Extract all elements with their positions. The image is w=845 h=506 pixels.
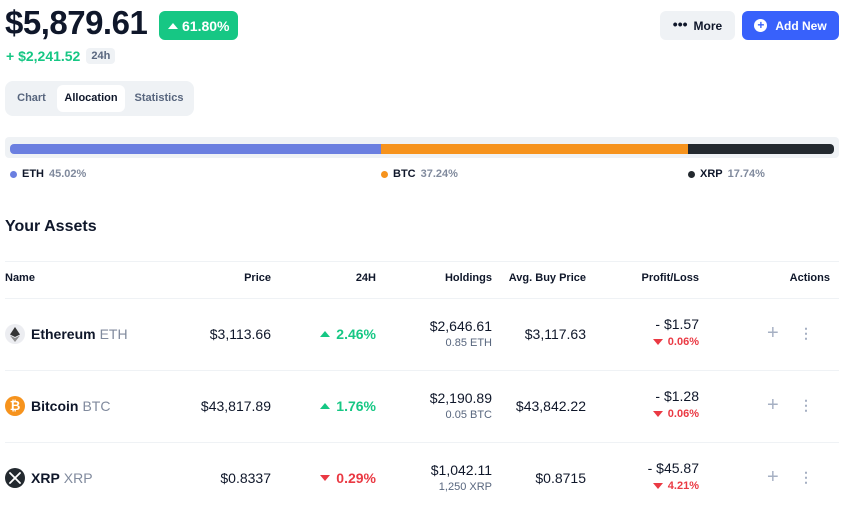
asset-name-cell: XRP XRP	[31, 470, 93, 488]
more-button-label: More	[693, 18, 723, 33]
add-transaction-icon[interactable]: +	[767, 322, 779, 344]
column-header-24h[interactable]: 24H	[355, 272, 376, 284]
tab-chart[interactable]: Chart	[17, 92, 46, 104]
portfolio-change-pct: 61.80%	[182, 17, 230, 34]
asset-symbol: BTC	[82, 398, 111, 414]
plus-circle-icon: +	[754, 19, 768, 32]
change-value: 0.29%	[336, 470, 376, 486]
arrow-down-icon	[652, 411, 663, 417]
row-divider	[5, 442, 839, 443]
profit-loss-pct-value: 0.06%	[667, 336, 699, 348]
view-tabs: Chart Allocation Statistics	[5, 81, 194, 116]
arrow-down-icon	[652, 483, 663, 489]
asset-name: XRP	[31, 470, 60, 486]
table-row[interactable]: ₿ Bitcoin BTC $43,817.89 1.76% $2,190.89 …	[0, 371, 845, 442]
holdings-value: $1,042.11	[430, 462, 492, 478]
more-dots-icon: •••	[672, 15, 688, 32]
tab-statistics[interactable]: Statistics	[134, 92, 184, 104]
legend-symbol: XRP	[700, 168, 723, 180]
portfolio-total-value: $5,879.61	[5, 4, 148, 41]
arrow-down-icon	[652, 339, 663, 345]
more-options-icon[interactable]: ⋮	[799, 397, 813, 413]
profit-loss-value: - $1.28	[655, 388, 699, 404]
legend-pct: 45.02%	[49, 168, 87, 180]
allocation-segment-xrp	[687, 144, 834, 154]
allocation-legend-eth: ETH 45.02%	[10, 168, 86, 180]
portfolio-change-badge: 61.80%	[159, 11, 239, 40]
add-new-button-label: Add New	[775, 18, 827, 33]
column-header-avg-buy-price[interactable]: Avg. Buy Price	[508, 272, 586, 284]
row-divider	[5, 370, 839, 371]
holdings-quantity: 0.05 BTC	[445, 409, 492, 421]
allocation-segment-btc	[380, 144, 688, 154]
legend-dot-icon	[688, 170, 695, 178]
allocation-bar	[5, 137, 839, 158]
avg-buy-price-cell: $0.8715	[535, 470, 586, 486]
legend-pct: 17.74%	[727, 168, 765, 180]
avg-buy-price-cell: $43,842.22	[515, 398, 586, 414]
bitcoin-icon: ₿	[5, 396, 25, 416]
profit-loss-value: - $1.57	[655, 316, 699, 332]
more-button[interactable]: ••• More	[660, 11, 735, 40]
asset-symbol: ETH	[99, 326, 128, 342]
arrow-up-icon	[168, 22, 178, 29]
xrp-icon	[5, 468, 25, 488]
asset-name: Bitcoin	[31, 398, 79, 414]
portfolio-gain-value: + $2,241.52	[6, 48, 81, 64]
table-row[interactable]: XRP XRP $0.8337 0.29% $1,042.11 1,250 XRP…	[0, 443, 845, 506]
change-cell: 2.46%	[296, 326, 376, 342]
price-cell: $43,817.89	[200, 398, 271, 414]
legend-symbol: BTC	[393, 168, 416, 180]
legend-symbol: ETH	[22, 168, 44, 180]
arrow-down-icon	[320, 475, 331, 481]
assets-section-title: Your Assets	[5, 218, 97, 235]
profit-loss-pct: 0.06%	[599, 408, 699, 420]
profit-loss-pct: 0.06%	[599, 336, 699, 348]
portfolio-gain: + $2,241.52 24h	[6, 48, 116, 64]
price-cell: $0.8337	[220, 470, 271, 486]
allocation-legend-xrp: XRP 17.74%	[688, 168, 765, 180]
more-options-icon[interactable]: ⋮	[799, 469, 813, 485]
more-options-icon[interactable]: ⋮	[799, 325, 813, 341]
holdings-quantity: 0.85 ETH	[445, 337, 492, 349]
add-new-button[interactable]: + Add New	[742, 11, 839, 40]
tab-allocation[interactable]: Allocation	[57, 85, 125, 112]
table-row[interactable]: Ethereum ETH $3,113.66 2.46% $2,646.61 0.…	[0, 299, 845, 370]
holdings-value: $2,646.61	[429, 318, 492, 334]
profit-loss-pct-value: 0.06%	[667, 408, 699, 420]
change-value: 1.76%	[336, 398, 376, 414]
asset-name: Ethereum	[31, 326, 96, 342]
table-top-divider	[5, 261, 839, 262]
allocation-legend-btc: BTC 37.24%	[381, 168, 458, 180]
holdings-quantity: 1,250 XRP	[438, 481, 492, 493]
arrow-up-icon	[320, 403, 331, 409]
legend-dot-icon	[381, 170, 388, 178]
ethereum-icon	[5, 324, 25, 344]
profit-loss-pct-value: 4.21%	[667, 480, 699, 492]
arrow-up-icon	[320, 331, 331, 337]
profit-loss-value: - $45.87	[647, 460, 699, 476]
legend-dot-icon	[10, 170, 17, 178]
change-cell: 0.29%	[296, 470, 376, 486]
column-header-profit-loss[interactable]: Profit/Loss	[641, 272, 699, 284]
profit-loss-pct: 4.21%	[599, 480, 699, 492]
column-header-holdings[interactable]: Holdings	[444, 272, 492, 284]
asset-name-cell: Ethereum ETH	[31, 326, 128, 344]
allocation-segment-eth	[10, 144, 381, 154]
header-divider	[5, 298, 839, 299]
price-cell: $3,113.66	[209, 326, 271, 342]
add-transaction-icon[interactable]: +	[767, 466, 779, 488]
column-header-price[interactable]: Price	[244, 272, 271, 284]
asset-symbol: XRP	[63, 470, 93, 486]
holdings-value: $2,190.89	[429, 390, 492, 406]
change-value: 2.46%	[336, 326, 376, 342]
avg-buy-price-cell: $3,117.63	[524, 326, 586, 342]
column-header-name[interactable]: Name	[5, 272, 35, 284]
add-transaction-icon[interactable]: +	[767, 394, 779, 416]
change-cell: 1.76%	[296, 398, 376, 414]
asset-name-cell: Bitcoin BTC	[31, 398, 110, 416]
legend-pct: 37.24%	[420, 168, 458, 180]
period-badge: 24h	[86, 48, 116, 64]
column-header-actions: Actions	[789, 272, 830, 284]
